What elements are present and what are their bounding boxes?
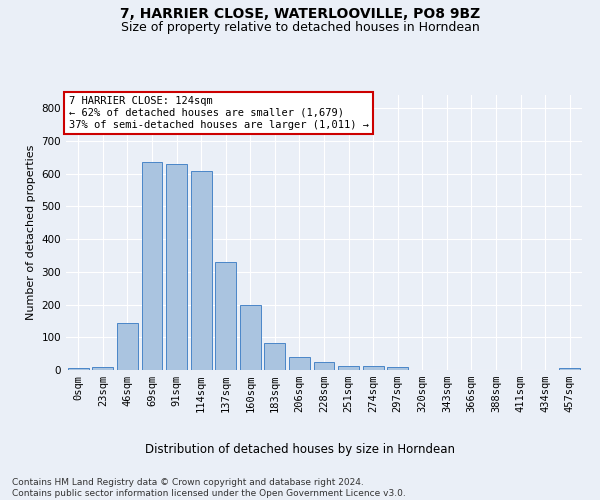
- Bar: [387, 366, 408, 370]
- Text: Size of property relative to detached houses in Horndean: Size of property relative to detached ho…: [121, 21, 479, 34]
- Y-axis label: Number of detached properties: Number of detached properties: [26, 145, 36, 320]
- Bar: [92, 368, 113, 370]
- Text: 7, HARRIER CLOSE, WATERLOOVILLE, PO8 9BZ: 7, HARRIER CLOSE, WATERLOOVILLE, PO8 9BZ: [120, 8, 480, 22]
- Bar: [215, 262, 236, 370]
- Text: Distribution of detached houses by size in Horndean: Distribution of detached houses by size …: [145, 442, 455, 456]
- Bar: [559, 368, 580, 370]
- Bar: [117, 323, 138, 370]
- Bar: [338, 366, 359, 370]
- Bar: [314, 362, 334, 370]
- Text: Contains HM Land Registry data © Crown copyright and database right 2024.
Contai: Contains HM Land Registry data © Crown c…: [12, 478, 406, 498]
- Text: 7 HARRIER CLOSE: 124sqm
← 62% of detached houses are smaller (1,679)
37% of semi: 7 HARRIER CLOSE: 124sqm ← 62% of detache…: [68, 96, 368, 130]
- Bar: [191, 171, 212, 370]
- Bar: [289, 357, 310, 370]
- Bar: [142, 162, 163, 370]
- Bar: [265, 343, 286, 370]
- Bar: [240, 304, 261, 370]
- Bar: [166, 164, 187, 370]
- Bar: [362, 366, 383, 370]
- Bar: [68, 368, 89, 370]
